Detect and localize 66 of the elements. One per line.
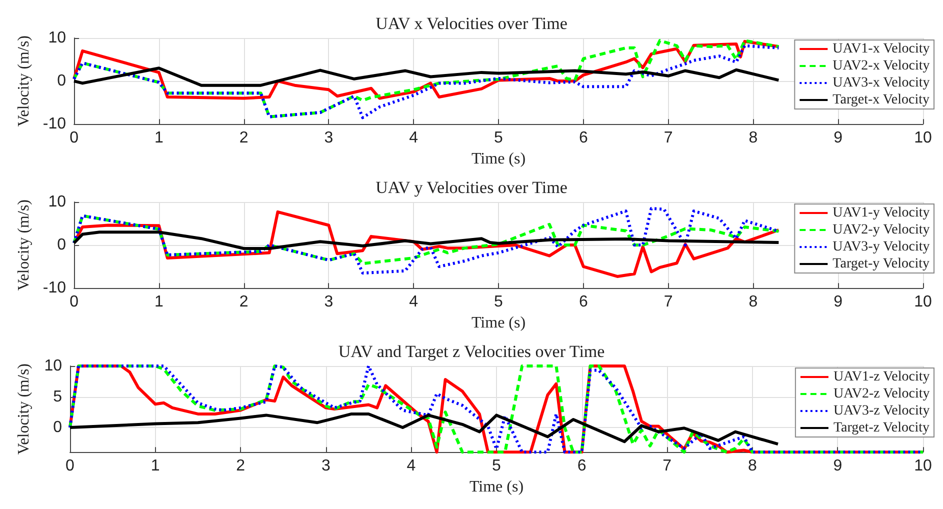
- y-tick-label: -10: [42, 280, 66, 297]
- x-tick-label: 7: [664, 294, 673, 311]
- y-tick-label: 0: [57, 72, 66, 90]
- x-tick-label: 7: [664, 130, 673, 147]
- y-tick-label: 5: [53, 388, 62, 406]
- legend-label: Target-x Velocity: [832, 92, 930, 108]
- legend-label: UAV3-y Velocity: [832, 240, 930, 254]
- x-tick-label: 5: [494, 294, 504, 311]
- y-tick-label: 10: [44, 358, 62, 374]
- x-tick-label: 1: [150, 458, 160, 475]
- x-tick-label: 6: [578, 294, 588, 311]
- legend-label: UAV3-z Velocity: [833, 404, 930, 418]
- x-tick-label: 3: [324, 130, 334, 147]
- x-tick-label: 8: [748, 294, 758, 311]
- x-tick-label: 6: [577, 458, 586, 475]
- chart-title: UAV and Target z Velocities over Time: [338, 342, 605, 361]
- x-tick-label: 2: [236, 458, 246, 475]
- legend-label: UAV2-z Velocity: [833, 386, 930, 402]
- x-tick-label: 5: [494, 130, 504, 147]
- x-tick-label: 2: [239, 130, 248, 147]
- legend-label: Target-z Velocity: [833, 420, 930, 436]
- legend-label: UAV3-x Velocity: [832, 76, 930, 90]
- x-tick-label: 0: [70, 294, 79, 311]
- x-tick-label: 6: [578, 130, 588, 147]
- line-series: [72, 230, 780, 250]
- legend-label: UAV2-y Velocity: [832, 222, 930, 238]
- x-tick-label: 7: [662, 458, 672, 475]
- x-tick-label: 9: [834, 294, 843, 311]
- x-tick-label: 1: [154, 130, 164, 147]
- x-axis-title: Time (s): [471, 314, 526, 332]
- x-tick-label: 10: [914, 294, 932, 311]
- x-tick-label: 1: [154, 294, 164, 311]
- legend-label: UAV2-x Velocity: [832, 58, 930, 74]
- legend-label: Target-y Velocity: [832, 256, 930, 272]
- x-tick-label: 8: [748, 130, 758, 147]
- y-axis-title: Velocity (m/s): [16, 36, 32, 127]
- chart-title: UAV x Velocities over Time: [376, 14, 568, 33]
- x-tick-label: 2: [239, 294, 248, 311]
- x-tick-label: 9: [834, 130, 843, 147]
- x-tick-label: 5: [492, 458, 502, 475]
- y-axis-title: Velocity (m/s): [16, 200, 32, 291]
- x-tick-label: 4: [409, 294, 418, 311]
- x-tick-label: 4: [406, 458, 416, 475]
- y-tick-label: 0: [57, 236, 66, 254]
- chart-title: UAV y Velocities over Time: [376, 178, 568, 197]
- x-tick-label: 3: [324, 294, 334, 311]
- x-tick-label: 0: [70, 130, 79, 147]
- legend-label: UAV1-y Velocity: [832, 206, 930, 220]
- x-axis-title: Time (s): [471, 150, 526, 168]
- x-axis-title: Time (s): [469, 478, 524, 496]
- legend-label: UAV1-x Velocity: [832, 42, 930, 56]
- x-tick-label: 10: [914, 458, 932, 475]
- x-tick-label: 8: [748, 458, 757, 475]
- y-tick-label: 0: [53, 419, 62, 436]
- legend-label: UAV1-z Velocity: [833, 370, 930, 384]
- x-tick-label: 3: [321, 458, 330, 475]
- x-tick-label: 10: [914, 130, 932, 147]
- y-axis-title: Velocity (m/s): [16, 364, 32, 455]
- x-tick-label: 9: [833, 458, 842, 475]
- y-tick-label: 10: [48, 30, 66, 46]
- y-tick-label: -10: [42, 116, 66, 133]
- line-series: [72, 214, 780, 266]
- line-series: [68, 412, 780, 446]
- line-series: [72, 66, 780, 87]
- y-tick-label: 10: [48, 194, 66, 210]
- x-tick-label: 4: [409, 130, 418, 147]
